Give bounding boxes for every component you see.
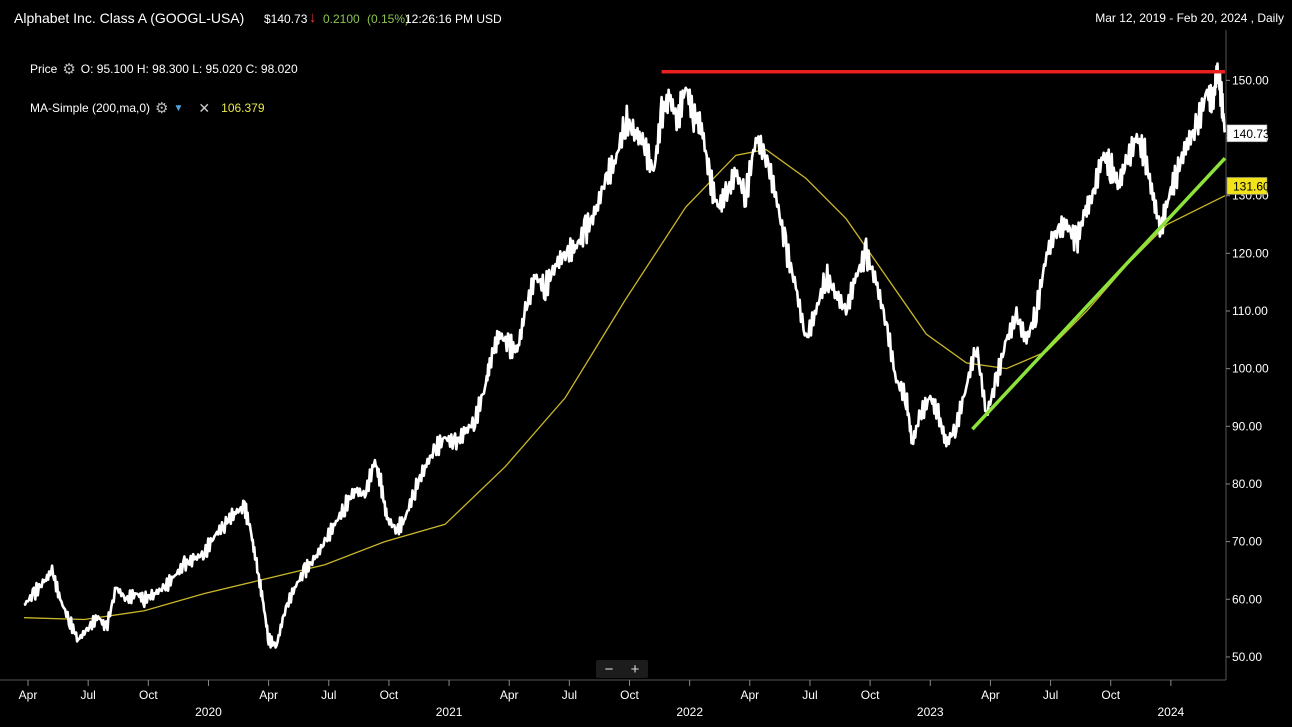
x-year-label: 2023 <box>917 705 944 719</box>
chevron-down-icon[interactable]: ▼ <box>173 102 184 114</box>
gear-icon[interactable]: ⚙ <box>155 100 169 117</box>
x-tick-label: Apr <box>981 688 1000 702</box>
x-tick-label: Apr <box>500 688 519 702</box>
last-price: $140.73 <box>264 12 308 26</box>
x-year-label: 2021 <box>436 705 463 719</box>
last-price-tag-box <box>1226 124 1268 143</box>
x-tick-label: Jul <box>321 688 336 702</box>
support-line[interactable] <box>971 157 1227 431</box>
ma-value-tag-box <box>1226 177 1268 195</box>
x-tick-label: Apr <box>259 688 278 702</box>
y-tick-label: 120.00 <box>1232 246 1269 260</box>
x-tick-label: Oct <box>861 688 880 702</box>
y-tick-label: 70.00 <box>1232 535 1262 549</box>
x-tick-label: Jul <box>802 688 817 702</box>
y-tick-label: 60.00 <box>1232 592 1262 606</box>
price-change-percent: (0.15%) <box>367 12 410 26</box>
y-tick-label: 80.00 <box>1232 477 1262 491</box>
x-tick-label: Jul <box>81 688 96 702</box>
close-icon[interactable]: ✕ <box>198 99 211 116</box>
ma-legend-value: 106.379 <box>221 101 265 115</box>
date-range[interactable]: Mar 12, 2019 - Feb 20, 2024 , Daily <box>1095 11 1284 25</box>
ohlc-values: O: 95.100 H: 98.300 L: 95.020 C: 98.020 <box>80 62 298 76</box>
ma-value-tag: 131.60 <box>1233 179 1270 193</box>
x-tick-label: Jul <box>562 688 577 702</box>
x-tick-label: Jul <box>1043 688 1058 702</box>
chart-header: Alphabet Inc. Class A (GOOGL-USA) $140.7… <box>0 0 1292 36</box>
x-year-label: 2024 <box>1158 705 1185 719</box>
instrument-title: Alphabet Inc. Class A (GOOGL-USA) <box>14 10 245 26</box>
y-tick-label: 50.00 <box>1232 650 1262 664</box>
price-line <box>23 62 1227 649</box>
price-change: 0.2100 <box>323 12 360 26</box>
zoom-controls: − + <box>596 660 648 678</box>
x-tick-label: Apr <box>740 688 759 702</box>
y-tick-label: 100.00 <box>1232 362 1269 376</box>
x-tick-label: Oct <box>380 688 399 702</box>
ma-legend: MA-Simple (200,ma,0) ⚙ ▼ ✕ 106.379 <box>30 99 265 118</box>
x-tick-label: Apr <box>19 688 38 702</box>
x-tick-label: Oct <box>139 688 158 702</box>
last-price-tag: 140.73 <box>1233 127 1270 141</box>
down-arrow-icon: ↓ <box>309 9 317 26</box>
y-tick-label: 110.00 <box>1232 304 1268 318</box>
x-year-label: 2022 <box>676 705 703 719</box>
x-year-label: 2020 <box>195 705 222 719</box>
x-tick-label: Oct <box>1101 688 1120 702</box>
price-legend-label: Price <box>30 62 58 76</box>
price-legend: Price ⚙ O: 95.100 H: 98.300 L: 95.020 C:… <box>30 60 298 78</box>
x-axis: Apr Jul Oct 2020 Apr Jul Oct 2021 Apr Jul Oct 2022 A… <box>0 679 1226 719</box>
quote-time: 12:26:16 PM USD <box>405 12 502 26</box>
zoom-in-button[interactable]: + <box>630 660 640 678</box>
y-tick-label: 90.00 <box>1232 419 1262 433</box>
x-tick-label: Oct <box>620 688 639 702</box>
y-axis: 50.00 60.00 70.00 80.00 90.00 100.00 110.00 120… <box>1225 30 1269 680</box>
zoom-out-button[interactable]: − <box>604 660 614 678</box>
ma-legend-label: MA-Simple (200,ma,0) <box>30 101 151 115</box>
y-tick-label: 150.00 <box>1232 73 1269 87</box>
gear-icon[interactable]: ⚙ <box>62 61 76 78</box>
